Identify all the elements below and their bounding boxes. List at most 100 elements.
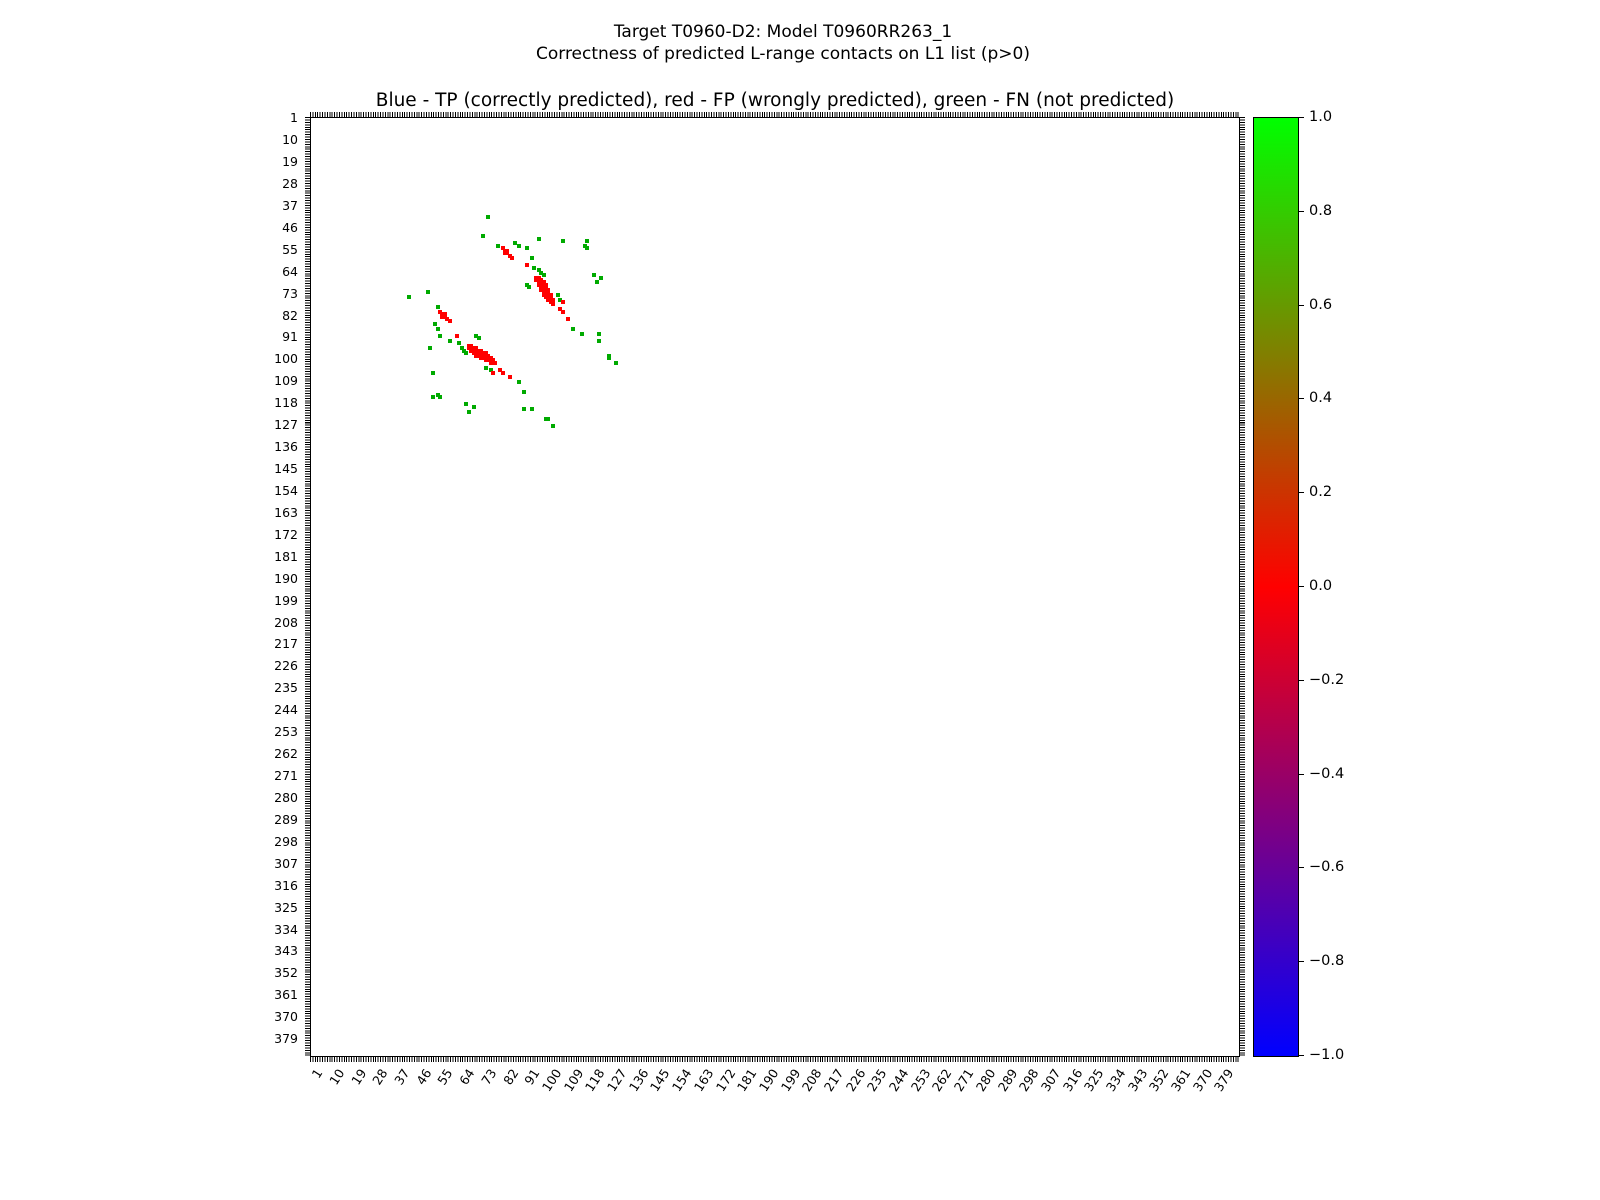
- contact-point: [531, 265, 536, 270]
- colorbar-tick-mark: [1299, 398, 1304, 400]
- y-tick-label: 64: [282, 263, 298, 279]
- x-tick-label: 190: [755, 1066, 782, 1095]
- contact-point: [488, 368, 493, 373]
- x-tick-label: 244: [885, 1066, 912, 1095]
- colorbar-tick-mark: [1299, 586, 1304, 587]
- contact-point: [481, 351, 486, 356]
- contact-point: [560, 309, 565, 314]
- colorbar-tick-mark: [1299, 773, 1304, 775]
- colorbar-tick-label: −0.2: [1309, 671, 1345, 688]
- contact-point: [440, 314, 445, 319]
- contact-point: [457, 341, 462, 346]
- colorbar-tick-label: −0.4: [1309, 765, 1345, 782]
- contact-point: [534, 275, 539, 280]
- x-tick-label: 73: [478, 1066, 500, 1088]
- contact-point: [546, 290, 551, 295]
- contact-point: [474, 346, 479, 351]
- colorbar-tick-mark: [1299, 117, 1304, 118]
- contact-point: [488, 360, 493, 365]
- contact-point: [544, 282, 548, 287]
- contact-point: [541, 273, 546, 278]
- bottom-axis-minor-ticks: [310, 1057, 1240, 1062]
- contact-point: [476, 351, 481, 356]
- contact-point: [435, 304, 440, 309]
- x-tick-label: 127: [603, 1066, 630, 1095]
- y-tick-label: 379: [274, 1031, 298, 1047]
- contact-point: [548, 292, 553, 297]
- contact-point: [478, 353, 483, 358]
- x-tick-label: 235: [864, 1066, 890, 1095]
- y-tick-label: 235: [274, 680, 298, 696]
- contact-point: [541, 290, 546, 295]
- contact-point: [430, 394, 435, 399]
- y-tick-label: 316: [274, 877, 298, 893]
- contact-point: [481, 355, 486, 360]
- y-tick-label: 298: [274, 833, 298, 849]
- contact-point: [544, 292, 548, 297]
- y-tick-label: 289: [274, 811, 298, 827]
- contact-point: [539, 282, 544, 287]
- colorbar-tick-mark: [1299, 1055, 1304, 1056]
- colorbar-tick-mark: [1299, 210, 1304, 212]
- colorbar-tick-label: −1.0: [1309, 1047, 1345, 1063]
- y-tick-label: 190: [274, 570, 298, 586]
- contact-point: [539, 278, 544, 283]
- contact-point: [544, 295, 548, 300]
- axes-title: Blue - TP (correctly predicted), red - F…: [375, 90, 1175, 111]
- contact-point: [435, 392, 440, 397]
- contact-point: [546, 292, 551, 297]
- contact-point: [447, 319, 452, 324]
- y-tick-label: 145: [274, 461, 298, 477]
- y-tick-label: 118: [274, 395, 298, 411]
- contact-point: [584, 246, 589, 251]
- contact-point: [469, 343, 474, 348]
- contact-point: [536, 268, 541, 273]
- contact-point: [437, 394, 442, 399]
- contact-point: [505, 248, 510, 253]
- contact-point: [546, 297, 551, 302]
- colorbar-tick-mark: [1299, 961, 1304, 963]
- contact-point: [478, 348, 483, 353]
- x-tick-label: 271: [951, 1066, 977, 1095]
- contact-point: [464, 351, 469, 356]
- contact-point: [524, 282, 529, 287]
- contact-point: [500, 370, 505, 375]
- colorbar-tick-label: 1.0: [1309, 109, 1333, 125]
- contact-point: [524, 263, 529, 268]
- y-tick-label: 181: [274, 548, 298, 564]
- contact-point: [478, 355, 483, 360]
- contact-point: [558, 307, 563, 312]
- contact-point: [466, 409, 471, 414]
- x-tick-label: 10: [326, 1066, 348, 1088]
- right-axis-minor-ticks: [1240, 117, 1245, 1057]
- contact-point: [544, 416, 548, 421]
- contact-point: [471, 348, 476, 353]
- y-tick-label: 280: [274, 789, 298, 805]
- x-tick-label: 307: [1037, 1066, 1064, 1095]
- x-tick-label: 82: [499, 1066, 522, 1088]
- contact-point: [454, 334, 459, 339]
- contact-point: [476, 336, 481, 341]
- colorbar-tick-label: 0.4: [1309, 390, 1333, 407]
- contact-points-layer: [311, 118, 1239, 1056]
- contact-point: [474, 348, 479, 353]
- contact-point: [536, 278, 541, 283]
- colorbar-tick-mark: [1299, 304, 1304, 306]
- y-tick-label: 217: [274, 636, 298, 652]
- y-tick-label: 1: [290, 110, 298, 126]
- contact-point: [584, 239, 589, 244]
- contact-point: [488, 358, 493, 363]
- y-tick-label: 199: [274, 592, 298, 608]
- contact-point: [490, 358, 495, 363]
- y-tick-label: 100: [274, 351, 298, 367]
- contact-point: [481, 353, 486, 358]
- contact-point: [556, 292, 561, 297]
- contact-point: [539, 280, 544, 285]
- contact-point: [541, 287, 546, 292]
- contact-point: [490, 360, 495, 365]
- y-tick-label: 325: [274, 899, 298, 915]
- contact-point: [541, 282, 546, 287]
- contact-point: [570, 326, 575, 331]
- contact-point: [546, 295, 551, 300]
